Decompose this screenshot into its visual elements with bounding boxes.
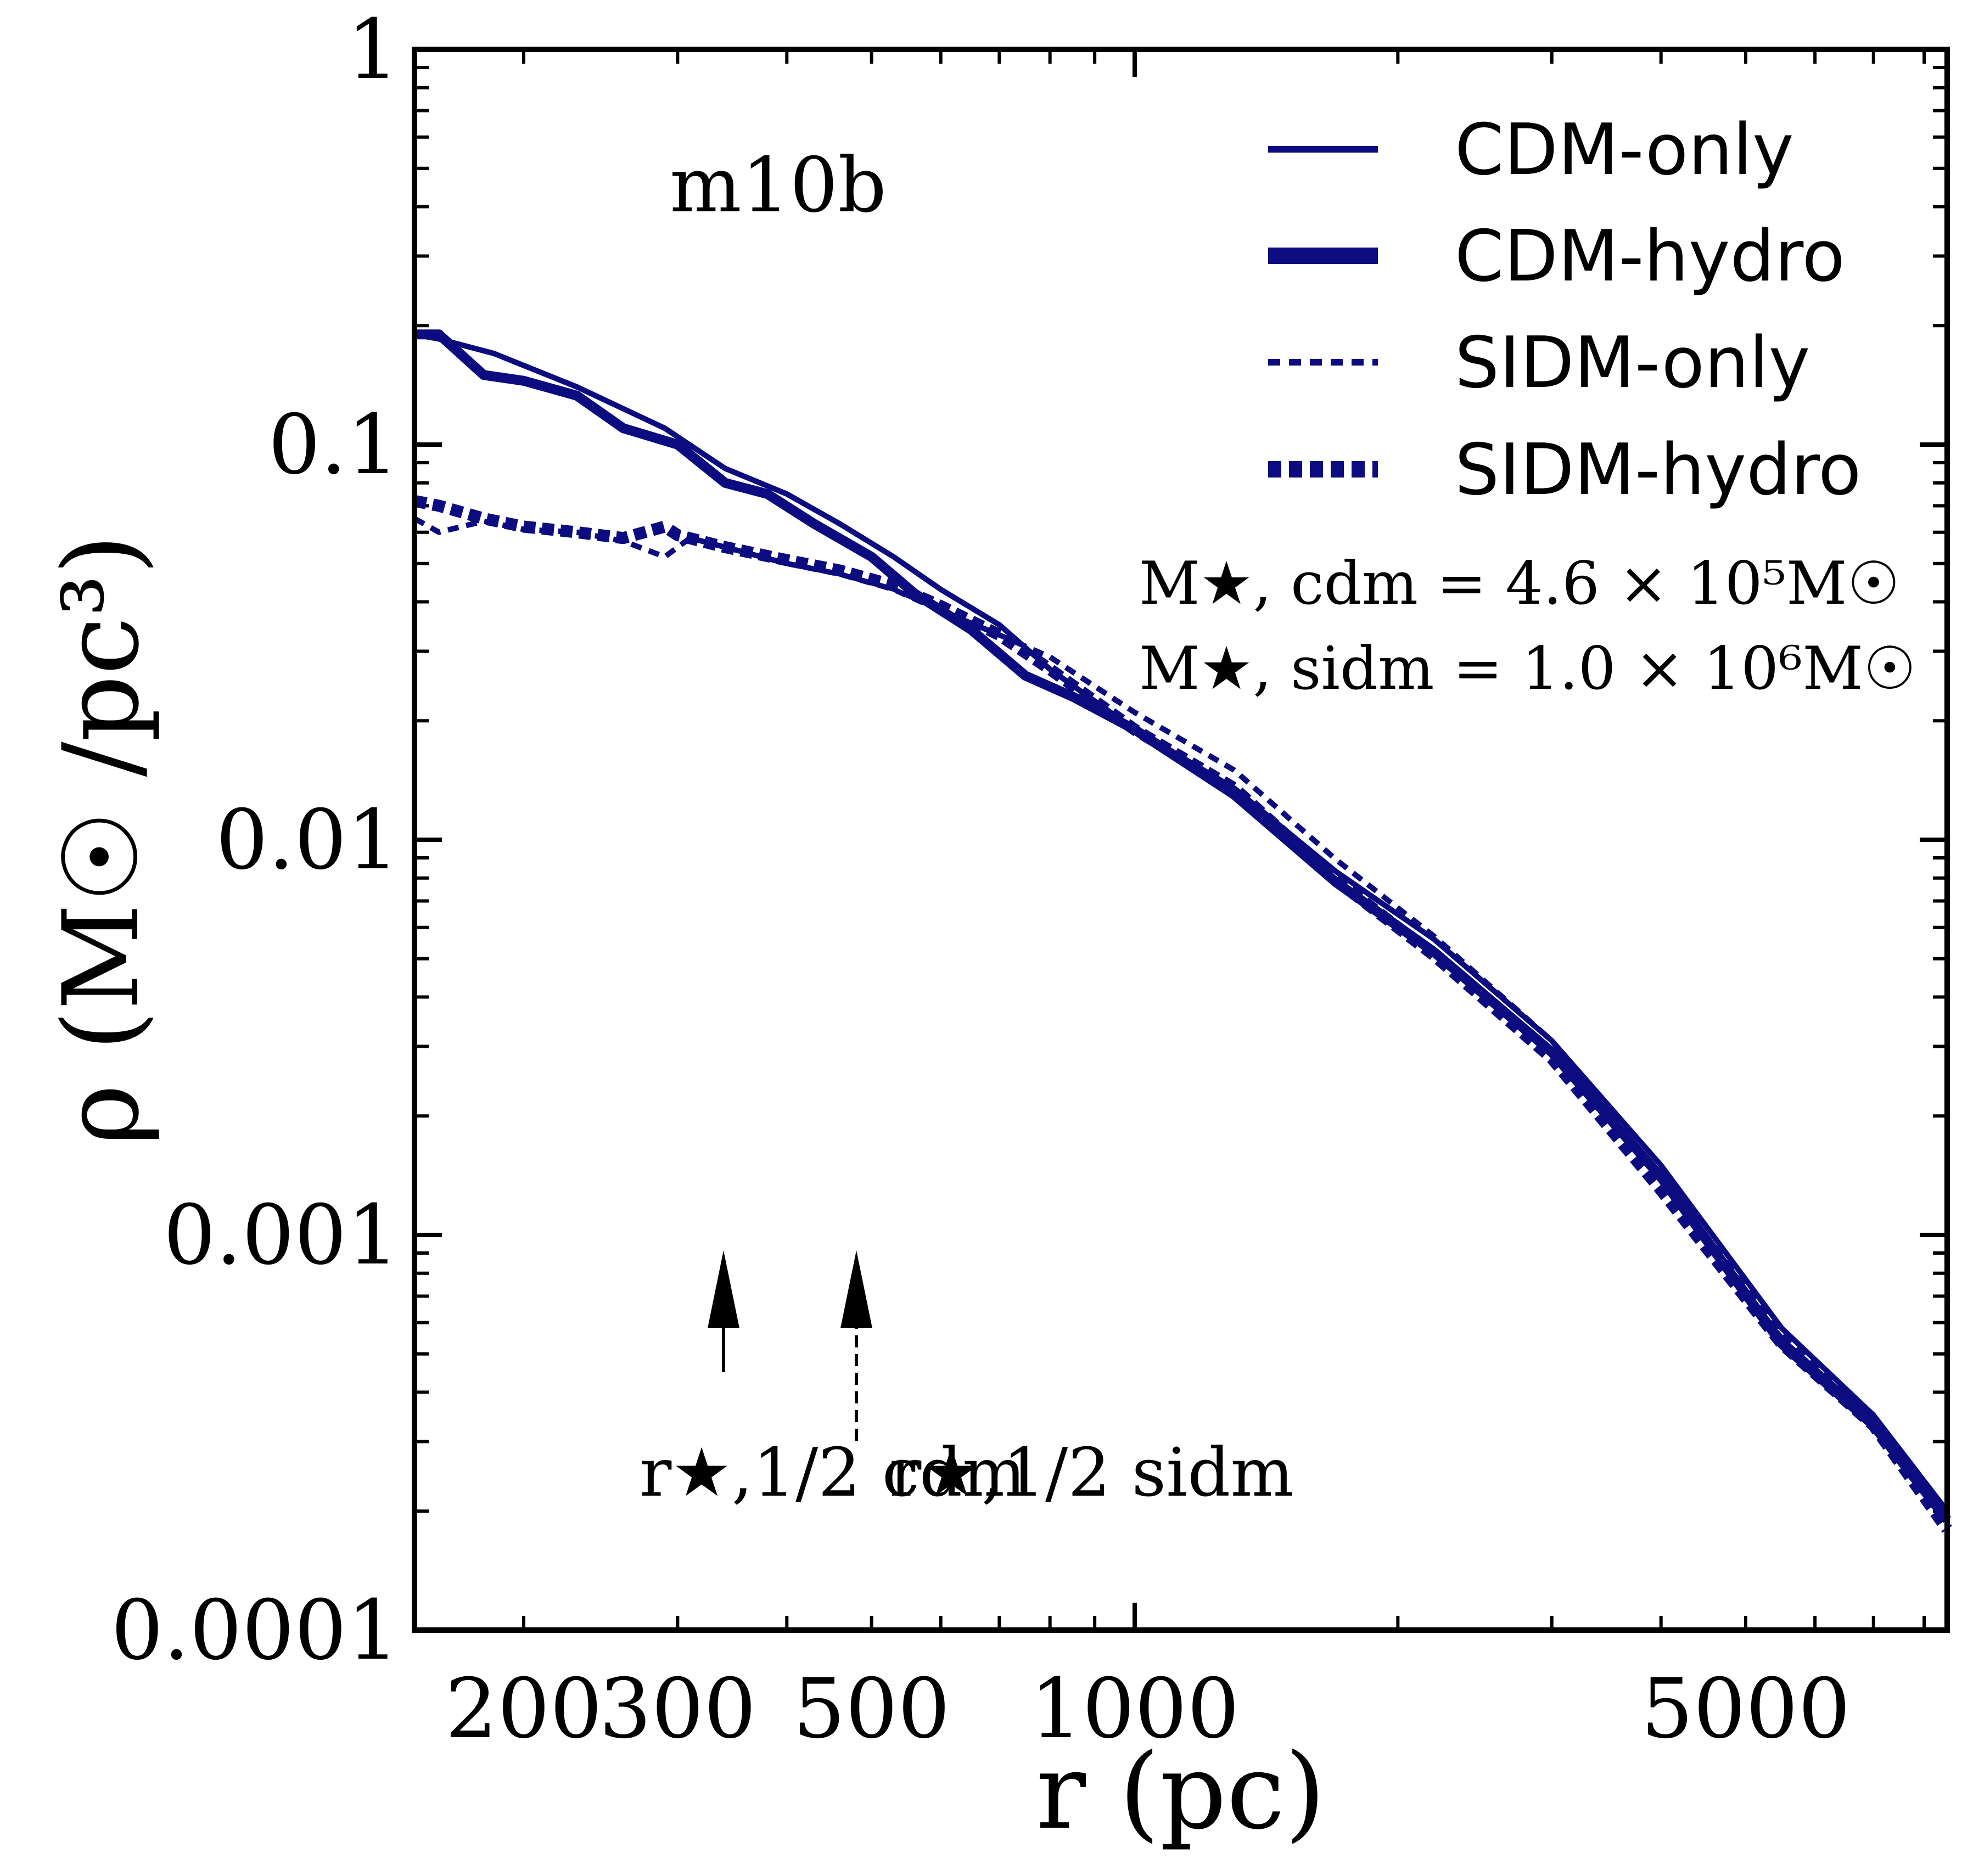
arrow-sidm-head bbox=[840, 1250, 872, 1328]
stellar-mass-cdm: M★, cdm = 4.6 × 10⁵M☉ bbox=[1139, 549, 1900, 618]
x-tick-label: 500 bbox=[793, 1661, 950, 1757]
legend-label-sidm-only: SIDM-only bbox=[1455, 322, 1810, 404]
half-light-radius-arrows: r★,1/2 cdm r★,1/2 sidm bbox=[640, 1250, 1294, 1512]
x-tick-label: 1000 bbox=[1030, 1661, 1240, 1757]
plot-frame bbox=[412, 47, 1950, 1633]
series-layer bbox=[413, 329, 1952, 1533]
y-axis-label: ρ (M☉ /pc³) bbox=[41, 534, 162, 1145]
panel-label: m10b bbox=[670, 141, 887, 229]
series-line-cdm-only bbox=[414, 332, 1949, 1513]
x-tick-label: 5000 bbox=[1641, 1661, 1851, 1757]
y-tick-label: 0.1 bbox=[268, 397, 399, 493]
arrow-cdm-head bbox=[708, 1250, 739, 1328]
x-tick-label: 300 bbox=[599, 1661, 756, 1757]
x-axis-label: r (pc) bbox=[1036, 1731, 1326, 1852]
series-line-sidm-hydro bbox=[413, 495, 1952, 1533]
y-tick-label: 1 bbox=[347, 2, 399, 98]
legend-label-sidm-hydro: SIDM-hydro bbox=[1455, 429, 1861, 511]
y-tick-label: 0.0001 bbox=[111, 1583, 399, 1678]
legend-label-cdm-only: CDM-only bbox=[1455, 109, 1794, 191]
arrow-label-sidm: r★,1/2 sidm bbox=[889, 1434, 1294, 1512]
legend-label-cdm-hydro: CDM-hydro bbox=[1455, 216, 1845, 297]
x-tick-label: 200 bbox=[445, 1661, 602, 1757]
legend: CDM-only CDM-hydro SIDM-only SIDM-hydro bbox=[1268, 109, 1861, 511]
stellar-mass-sidm: M★, sidm = 1.0 × 10⁶M☉ bbox=[1139, 634, 1916, 703]
arrow-label-cdm: r★,1/2 cdm bbox=[640, 1434, 1026, 1512]
y-tick-label: 0.01 bbox=[216, 793, 399, 888]
y-tick-label: 0.001 bbox=[164, 1188, 399, 1283]
